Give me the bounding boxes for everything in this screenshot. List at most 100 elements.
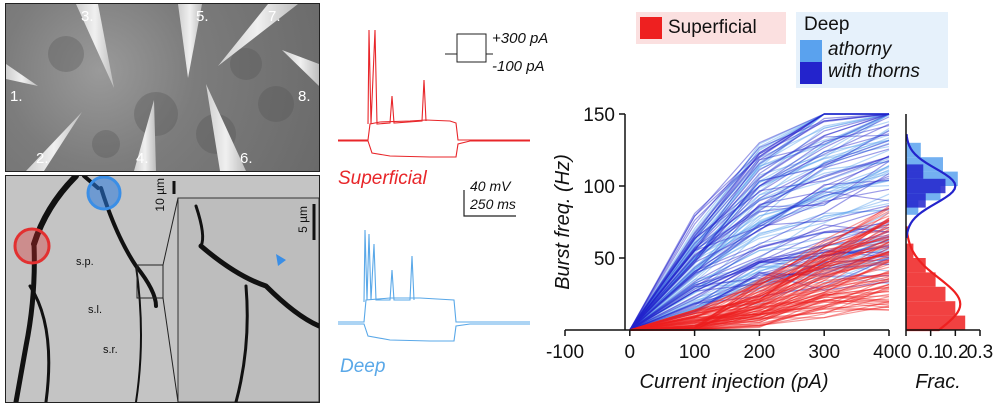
superficial-cell-marker [13, 227, 51, 265]
curve-deep-athorny [629, 158, 890, 331]
curve-deep-thorns [629, 113, 890, 331]
curve-deep-athorny [629, 114, 890, 331]
curve-superficial [629, 266, 890, 331]
curve-deep-athorny [629, 113, 889, 331]
neuron-drawing [6, 176, 319, 402]
curve-deep-athorny [629, 252, 890, 331]
curve-deep-thorns [629, 133, 890, 331]
pipette-label-5: 5. [196, 8, 209, 25]
curve-superficial [629, 244, 890, 331]
curve-deep-athorny [629, 113, 890, 331]
curve-deep-athorny [629, 145, 890, 331]
curve-superficial [629, 244, 890, 331]
curve-deep-thorns [629, 113, 889, 331]
curve-deep-thorns [629, 251, 890, 331]
curve-deep-athorny [629, 241, 890, 331]
curve-deep-thorns [629, 259, 890, 331]
curve-superficial [629, 251, 890, 331]
curve-superficial [629, 259, 890, 331]
hist-x-tick-label: 0.1 [917, 342, 943, 363]
scale-voltage-label: 40 mV [470, 178, 511, 194]
legend-swatch-superficial [640, 17, 662, 39]
curve-deep-thorns [629, 113, 889, 331]
curve-deep-athorny [629, 208, 890, 331]
curve-superficial [629, 218, 890, 331]
curve-deep-thorns [629, 113, 890, 331]
x-tick-label: 300 [808, 342, 840, 363]
curve-superficial [629, 253, 890, 331]
curve-superficial [629, 221, 890, 331]
curve-deep-thorns [629, 257, 890, 331]
curve-deep-athorny [629, 244, 890, 331]
curve-superficial [629, 293, 890, 331]
curve-deep-athorny [629, 113, 890, 331]
curve-deep-athorny [629, 113, 890, 331]
curve-superficial [629, 207, 890, 331]
neuron-photo: 10 µm 5 µm s.p. s.l. s.r. [5, 175, 320, 403]
curve-superficial [629, 273, 890, 331]
curve-deep-thorns [629, 235, 890, 331]
hist-x-tick-label: 0.3 [967, 342, 993, 363]
curve-superficial [629, 271, 890, 331]
hist-bar-superficial [906, 272, 936, 287]
curve-superficial [629, 233, 890, 331]
x-tick-label: -100 [546, 342, 584, 363]
curve-superficial [629, 238, 890, 331]
curve-deep-athorny [629, 240, 890, 331]
fraction-histogram: 0 0.10.20.3 Frac. [901, 114, 993, 393]
curve-deep-athorny [629, 113, 889, 331]
curve-deep-athorny [629, 165, 890, 331]
curve-superficial [629, 284, 890, 331]
curve-deep-thorns [629, 177, 890, 331]
layer-label-sr: s.r. [103, 344, 118, 356]
curve-deep-thorns [629, 113, 889, 331]
pipette-5 [178, 4, 202, 78]
curve-deep-thorns [629, 223, 890, 331]
curve-deep-athorny [629, 224, 890, 331]
curve-superficial [629, 227, 890, 331]
curve-superficial [629, 288, 890, 331]
hist-bar-thorns [906, 178, 946, 194]
curve-superficial [629, 261, 890, 331]
superficial-traces [338, 29, 530, 158]
curve-superficial [629, 242, 890, 331]
pipette-3 [76, 4, 114, 88]
current-protocol-icon [445, 33, 493, 63]
pipette-label-3: 3. [81, 8, 94, 25]
curve-deep-athorny [629, 160, 890, 331]
curve-deep-athorny [629, 228, 890, 331]
curve-superficial [629, 253, 890, 331]
curve-deep-thorns [629, 245, 890, 331]
pipette-label-6: 6. [240, 150, 253, 167]
curve-deep-athorny [629, 264, 890, 331]
deep-cell-marker [86, 176, 122, 211]
curve-deep-thorns [629, 113, 889, 331]
curve-deep-thorns [629, 113, 890, 331]
curve-superficial [629, 295, 890, 331]
curve-deep-athorny [629, 250, 890, 331]
curve-superficial [629, 261, 890, 331]
curve-superficial [629, 230, 890, 331]
thorn-arrowhead [276, 254, 286, 266]
curve-superficial [629, 263, 890, 331]
curve-deep-athorny [629, 149, 890, 331]
curve-superficial [629, 246, 890, 331]
curve-deep-thorns [629, 130, 890, 331]
curve-deep-thorns [629, 113, 890, 331]
curve-deep-athorny [629, 139, 890, 331]
curve-deep-thorns [629, 113, 889, 331]
curve-deep-athorny [629, 113, 890, 331]
curve-deep-thorns [629, 245, 890, 331]
curve-deep-athorny [629, 129, 890, 331]
x-tick-label: 400 [873, 342, 900, 363]
pipette-8 [282, 50, 319, 86]
curve-superficial [629, 228, 890, 331]
curve-deep-athorny [629, 134, 890, 331]
hist-fit-deep [905, 134, 957, 238]
curve-deep-thorns [629, 226, 890, 331]
curve-superficial [629, 235, 890, 331]
curve-deep-thorns [629, 271, 890, 331]
curve-deep-athorny [629, 261, 890, 331]
curve-deep-athorny [629, 161, 890, 331]
curve-deep-athorny [629, 238, 890, 331]
